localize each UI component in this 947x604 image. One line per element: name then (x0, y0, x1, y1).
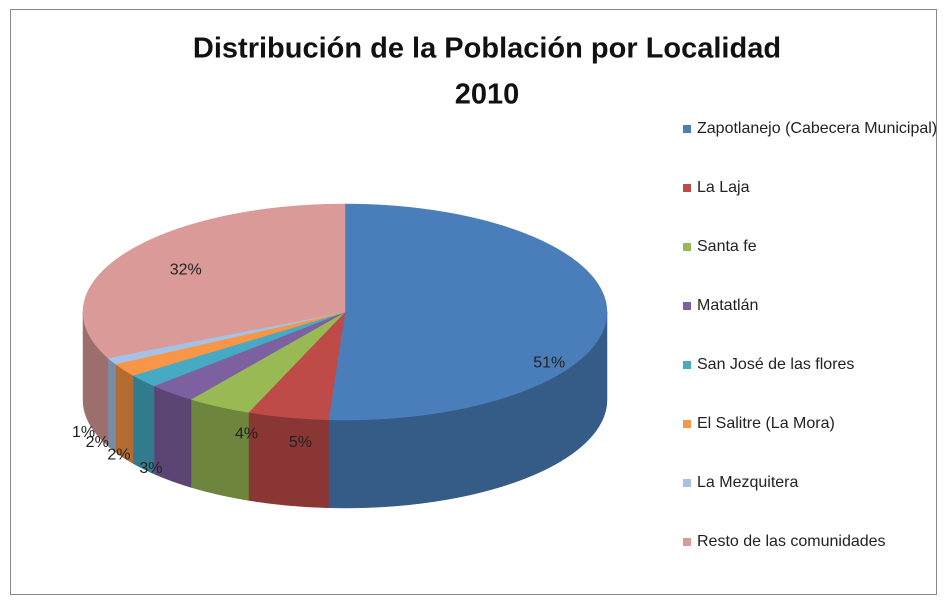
legend-item: La Mezquitera (683, 472, 938, 531)
legend-item: Resto de las comunidades (683, 531, 938, 590)
pie: 51%5%4%3%2%2%1%32% (72, 203, 608, 509)
legend-swatch (683, 361, 691, 369)
chart-title: 2010 (455, 79, 520, 111)
legend-item: Zapotlanejo (Cabecera Municipal) (683, 118, 938, 177)
legend-item: San José de las flores (683, 354, 938, 413)
legend-swatch (683, 420, 691, 428)
slice-side (190, 399, 249, 501)
slice (82, 203, 346, 359)
data-label: 3% (139, 460, 162, 477)
data-label: 1% (72, 424, 95, 441)
legend-swatch (683, 538, 691, 546)
data-label: 2% (107, 446, 130, 463)
data-label: 5% (289, 434, 312, 451)
data-label: 32% (170, 262, 202, 279)
legend-label: La Laja (697, 179, 750, 196)
legend-swatch (683, 184, 691, 192)
data-label: 2% (86, 434, 109, 451)
legend-label: La Mezquitera (697, 474, 799, 491)
legend-item: Santa fe (683, 236, 938, 295)
legend-label: Zapotlanejo (Cabecera Municipal) (697, 120, 938, 137)
legend-label: Matatlán (697, 297, 759, 314)
legend-swatch (683, 125, 691, 133)
legend-label: Resto de las comunidades (697, 533, 886, 550)
legend-label: San José de las flores (697, 356, 855, 373)
legend-swatch (683, 243, 691, 251)
legend-item: El Salitre (La Mora) (683, 413, 938, 472)
legend-swatch (683, 479, 691, 487)
legend: Zapotlanejo (Cabecera Municipal) La Laja S… (683, 118, 938, 590)
data-label: 4% (235, 425, 258, 442)
slice-side (248, 412, 329, 509)
legend-label: El Salitre (La Mora) (697, 415, 835, 432)
slice-side (107, 357, 116, 453)
legend-item: Matatlán (683, 295, 938, 354)
data-label: 51% (533, 354, 565, 371)
legend-swatch (683, 302, 691, 310)
slice (328, 203, 608, 421)
legend-item: La Laja (683, 177, 938, 236)
chart-title: Distribución de la Población por Localid… (193, 33, 781, 65)
legend-label: Santa fe (697, 238, 757, 255)
